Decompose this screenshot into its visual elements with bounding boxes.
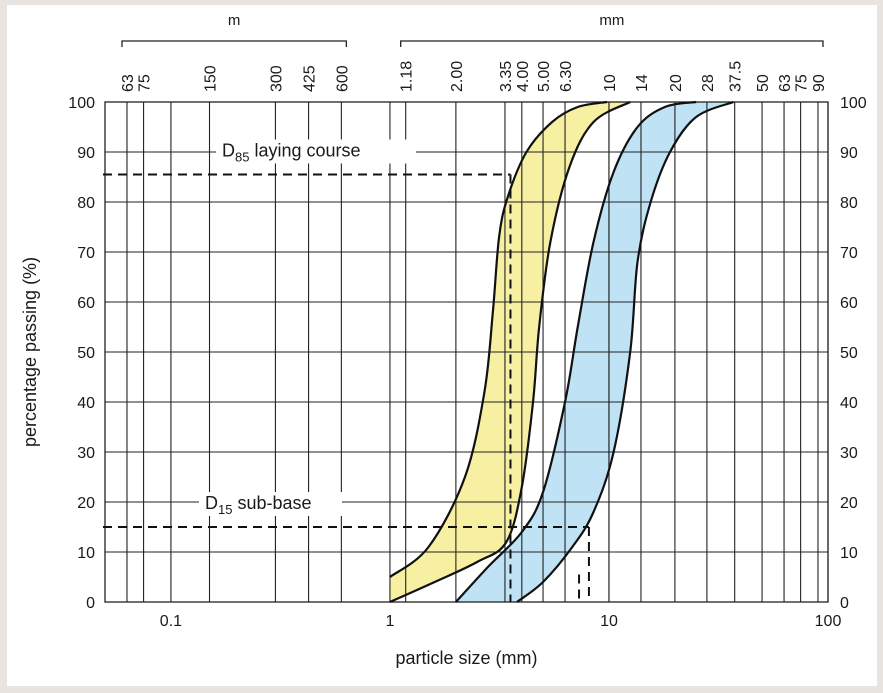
y-tick-left: 20: [77, 495, 95, 512]
x-tick-label: 100: [815, 613, 842, 630]
sieve-label: 90: [811, 74, 828, 92]
x-axis-title: particle size (mm): [395, 648, 537, 668]
sieve-label: 600: [334, 65, 351, 92]
grid: [104, 101, 829, 603]
sieve-group-bracket: [121, 40, 348, 47]
sieve-label: 4.00: [515, 61, 532, 92]
sieve-label: 5.00: [536, 61, 553, 92]
y-tick-left: 30: [77, 445, 95, 462]
sieve-label: 14: [634, 74, 651, 92]
y-tick-left: 60: [77, 295, 95, 312]
sieve-label: 75: [137, 74, 154, 92]
y-tick-right: 20: [840, 495, 858, 512]
x-ticks: 0.1 1 10 100: [160, 613, 842, 630]
y-tick-right: 80: [840, 195, 858, 212]
y-tick-left: 10: [77, 545, 95, 562]
y-tick-right: 100: [840, 95, 867, 112]
band-1-upper-line: [389, 100, 608, 578]
y-axis-title: percentage passing (%): [20, 257, 40, 447]
sieve-groups: m mm: [121, 12, 824, 47]
sieve-label: 10: [602, 74, 619, 92]
band-2-lower-line: [516, 100, 734, 603]
marker-2-label-bg: [199, 492, 342, 516]
y-tick-right: 30: [840, 445, 858, 462]
y-tick-right: 0: [840, 595, 849, 612]
sieve-label: 150: [203, 65, 220, 92]
y-tick-left: 0: [86, 595, 95, 612]
sieve-labels: 63 75 150 300 425 600 1.18 2.00 3.35 4.00 5.00 6.30…: [120, 61, 828, 92]
band-1-lower-line: [389, 101, 631, 604]
markers: D85 laying course D15 sub-base: [103, 139, 590, 602]
sieve-label: 2.00: [449, 61, 466, 92]
plot-frame: [104, 101, 829, 603]
band-outlines: [389, 100, 734, 604]
sieve-group-label: m: [228, 12, 241, 29]
sieve-label: 37.5: [728, 61, 745, 92]
y-tick-left: 100: [68, 95, 95, 112]
marker-1-label: D85 laying course: [222, 141, 361, 165]
marker-2-label: D15 sub-base: [205, 493, 312, 517]
sieve-label: 63: [777, 74, 794, 92]
band-2-upper-line: [455, 100, 697, 603]
x-tick-label: 1: [386, 613, 395, 630]
marker-1-label-bg: [216, 139, 416, 164]
sieve-label: 75: [794, 74, 811, 92]
y-tick-right: 10: [840, 545, 858, 562]
sieve-group-label: mm: [599, 12, 624, 29]
y-tick-right: 60: [840, 295, 858, 312]
y-tick-left: 50: [77, 345, 95, 362]
y-tick-left: 80: [77, 195, 95, 212]
y-tick-left: 70: [77, 245, 95, 262]
sieve-label: 28: [700, 74, 717, 92]
sieve-label: 1.18: [399, 61, 416, 92]
sieve-label: 50: [755, 74, 772, 92]
sieve-label: 6.30: [558, 61, 575, 92]
sieve-group-bracket: [400, 40, 824, 47]
sieve-label: 300: [268, 65, 285, 92]
y-ticks: 0 0 10 10 20 20 30 30 40 40 50 50 60 60 70 70 80 80 90 90 10…: [68, 95, 867, 612]
y-tick-right: 50: [840, 345, 858, 362]
x-tick-label: 0.1: [160, 613, 182, 630]
y-tick-left: 40: [77, 395, 95, 412]
y-tick-right: 70: [840, 245, 858, 262]
y-tick-right: 90: [840, 145, 858, 162]
x-tick-label: 10: [600, 613, 618, 630]
sieve-label: 3.35: [498, 61, 515, 92]
y-tick-left: 90: [77, 145, 95, 162]
sieve-label: 425: [302, 65, 319, 92]
y-tick-right: 40: [840, 395, 858, 412]
sieve-label: 63: [120, 74, 137, 92]
sieve-label: 20: [668, 74, 685, 92]
